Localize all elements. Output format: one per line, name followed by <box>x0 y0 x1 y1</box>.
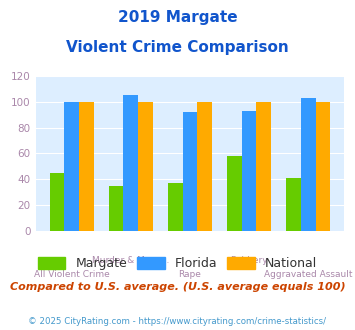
Bar <box>301 98 316 231</box>
Bar <box>227 156 242 231</box>
Bar <box>316 102 330 231</box>
Bar <box>109 186 124 231</box>
Bar <box>79 102 94 231</box>
Legend: Margate, Florida, National: Margate, Florida, National <box>33 252 322 275</box>
Text: Violent Crime Comparison: Violent Crime Comparison <box>66 40 289 54</box>
Text: Rape: Rape <box>179 270 201 279</box>
Bar <box>50 173 64 231</box>
Text: All Violent Crime: All Violent Crime <box>34 270 110 279</box>
Text: Aggravated Assault: Aggravated Assault <box>264 270 353 279</box>
Bar <box>197 102 212 231</box>
Bar <box>256 102 271 231</box>
Bar <box>168 183 182 231</box>
Text: Murder & Mans...: Murder & Mans... <box>92 256 169 265</box>
Text: Robbery: Robbery <box>230 256 268 265</box>
Bar <box>242 111 256 231</box>
Bar <box>138 102 153 231</box>
Bar <box>124 95 138 231</box>
Text: 2019 Margate: 2019 Margate <box>118 10 237 25</box>
Bar <box>182 112 197 231</box>
Bar <box>64 102 79 231</box>
Text: © 2025 CityRating.com - https://www.cityrating.com/crime-statistics/: © 2025 CityRating.com - https://www.city… <box>28 317 327 326</box>
Bar <box>286 178 301 231</box>
Text: Compared to U.S. average. (U.S. average equals 100): Compared to U.S. average. (U.S. average … <box>10 282 345 292</box>
